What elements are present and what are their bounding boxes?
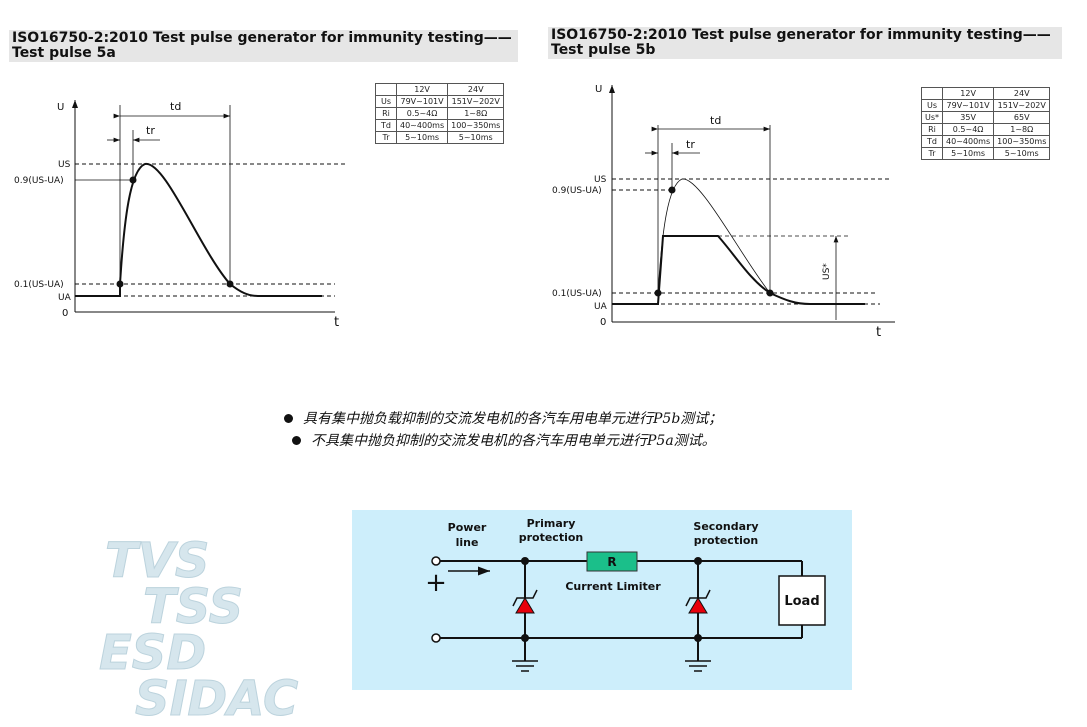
bullet-item: 不具集中抛负抑制的交流发电机的各汽车用电单元进行P5a测试。 (292, 430, 716, 450)
waveform (75, 162, 322, 297)
table-row: 12V 24V (920, 87, 1051, 100)
label-p09: 0.9(US-UA) (552, 186, 602, 196)
load-label: Load (784, 594, 819, 609)
pulse5a-chart: U 0 t td tr US 0.9(US-UA) 0.1(US-UA) UA (14, 100, 345, 330)
label-us: US (594, 175, 607, 185)
table-row: Ri 0.5~4Ω 1~8Ω (375, 107, 505, 120)
primary-label: Primary (527, 517, 576, 530)
label-t: t (334, 315, 339, 330)
label-p01: 0.1(US-UA) (14, 280, 64, 290)
label-ua: UA (594, 302, 608, 312)
table-cell: 5~10ms (993, 147, 1051, 160)
bullet-text: 具有集中抛负载抑制的交流发电机的各汽车用电单元进行P5b测试； (303, 411, 723, 427)
resistor-label: R (607, 555, 616, 569)
plus-sign: + (425, 568, 447, 598)
protection-circuit: Power line Primary protection Secondary … (352, 510, 852, 690)
table-row: Us 79V~101V 151V~202V (920, 99, 1051, 112)
label-td: td (710, 114, 721, 127)
label-p09: 0.9(US-UA) (14, 176, 64, 186)
pulse5a-title: ISO16750-2:2010 Test pulse generator for… (9, 30, 518, 62)
label-p01: 0.1(US-UA) (552, 289, 602, 299)
table-row: Tr 5~10ms 5~10ms (920, 147, 1051, 160)
table-row: Tr 5~10ms 5~10ms (375, 131, 505, 144)
ground-icon (685, 660, 711, 672)
label-u: U (595, 84, 602, 95)
diagrams: U 0 t td tr US 0.9(US-UA) 0.1(US-UA) UA … (14, 84, 895, 690)
bullet-item: 具有集中抛负载抑制的交流发电机的各汽车用电单元进行P5b测试； (284, 408, 722, 428)
pulse5b-title: ISO16750-2:2010 Test pulse generator for… (548, 27, 1062, 59)
resistor (586, 551, 638, 572)
secondary-label: protection (694, 534, 759, 547)
bullet-icon (284, 414, 293, 423)
bullet-text: 不具集中抛负抑制的交流发电机的各汽车用电单元进行P5a测试。 (311, 433, 716, 449)
tvs-diode-icon (515, 597, 535, 614)
label-zero: 0 (62, 308, 68, 319)
watermark-text: TVS (104, 533, 210, 589)
label-ua: UA (58, 293, 72, 303)
table-row: Td 40~400ms 100~350ms (375, 119, 505, 132)
pulse5b-chart: U 0 t td tr US 0.9(US-UA) 0.1(US-UA) UA … (552, 84, 895, 340)
terminal-minus (431, 633, 441, 643)
ground-icon (512, 660, 538, 672)
title-line: Test pulse 5b (551, 42, 656, 58)
table-row: 12V 24V (375, 83, 505, 96)
pulse5a-spec-table: 12V 24V Us 79V~101V 151V~202V Ri 0.5~4Ω 1~8Ω Td 4… (375, 83, 505, 144)
bullet-icon (292, 436, 301, 445)
power-line-label: Power (448, 521, 487, 534)
label-us: US (58, 160, 71, 170)
label-zero: 0 (600, 317, 606, 328)
terminal-plus (431, 556, 441, 566)
pulse5b-spec-table: 12V 24V Us 79V~101V 151V~202V Us* 35V 65V Ri 0.5~… (920, 87, 1051, 160)
tvs-diode-icon (688, 597, 708, 614)
load-box (778, 575, 826, 626)
label-us-star: US* (822, 263, 832, 280)
label-t: t (876, 325, 881, 340)
watermark-text: ESD (98, 625, 207, 681)
table-cell: 5~10ms (942, 147, 995, 160)
title-line: ISO16750-2:2010 Test pulse generator for… (12, 30, 512, 46)
label-td: td (170, 100, 181, 113)
label-u: U (57, 102, 64, 113)
table-cell: 5~10ms (447, 131, 505, 144)
title-line: ISO16750-2:2010 Test pulse generator for… (551, 27, 1051, 43)
label-tr: tr (146, 124, 155, 137)
label-tr: tr (686, 138, 695, 151)
primary-label: protection (519, 531, 584, 544)
waveform (612, 235, 865, 305)
watermark-text: TSS (142, 579, 244, 635)
secondary-label: Secondary (693, 520, 758, 533)
current-limiter-label: Current Limiter (565, 580, 661, 593)
title-line: Test pulse 5a (12, 45, 116, 61)
power-line-label: line (456, 536, 479, 549)
table-row: Td 40~400ms 100~350ms (920, 135, 1051, 148)
table-row: Us 79V~101V 151V~202V (375, 95, 505, 108)
